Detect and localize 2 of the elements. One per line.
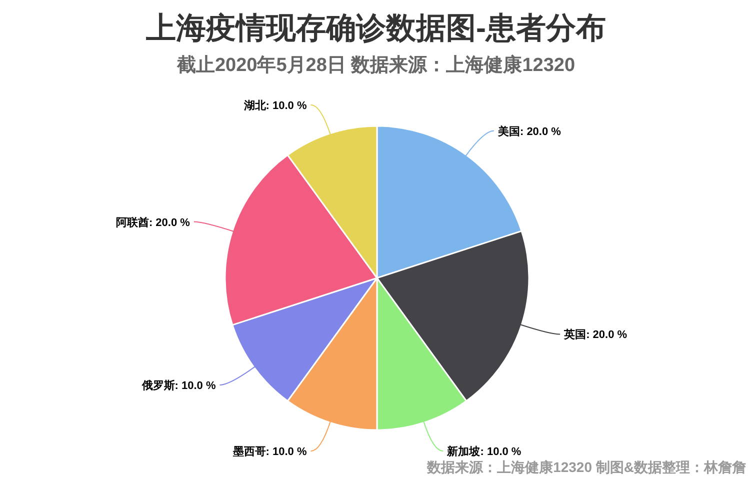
subtitle: 截止2020年5月28日 数据来源：上海健康12320	[176, 55, 576, 76]
title: 上海疫情现存确诊数据图-患者分布	[146, 12, 606, 45]
